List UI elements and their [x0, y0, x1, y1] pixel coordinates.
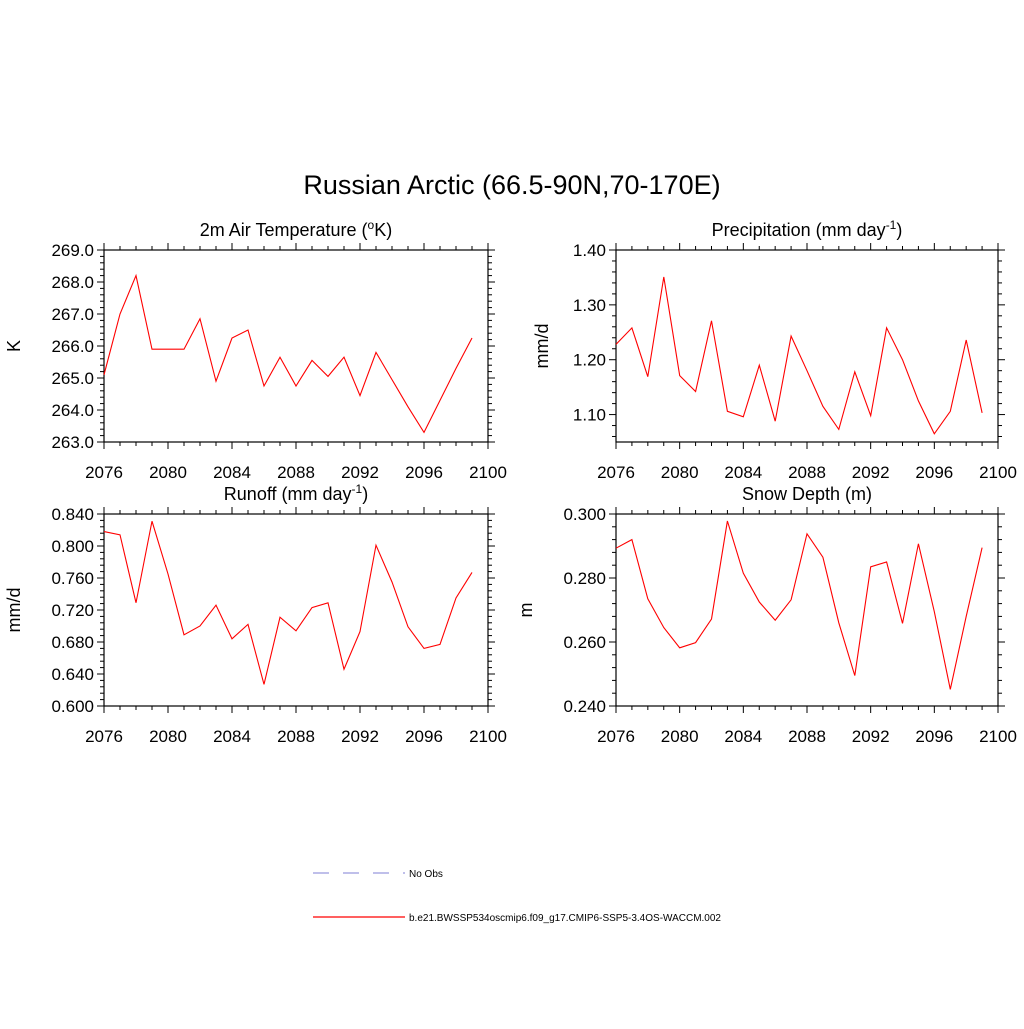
x-tick-label: 2092 — [852, 727, 890, 746]
y-tick-label: 0.280 — [563, 569, 606, 588]
y-tick-label: 263.0 — [51, 433, 94, 452]
y-tick-label: 1.10 — [573, 406, 606, 425]
chart-title-runoff: Runoff (mm day-1) — [224, 482, 368, 504]
y-tick-label: 265.0 — [51, 369, 94, 388]
chart-title-temp: 2m Air Temperature (oK) — [200, 218, 392, 240]
y-tick-label: 0.720 — [51, 601, 94, 620]
x-tick-label: 2096 — [405, 727, 443, 746]
x-tick-label: 2088 — [788, 727, 826, 746]
x-tick-label: 2092 — [341, 463, 379, 482]
series-line-temp — [103, 273, 473, 434]
x-tick-label: 2084 — [213, 463, 251, 482]
y-tick-label: 269.0 — [51, 241, 94, 260]
y-tick-label: 0.260 — [563, 633, 606, 652]
x-tick-label: 2100 — [469, 463, 507, 482]
x-tick-label: 2100 — [469, 727, 507, 746]
y-tick-label: 1.40 — [573, 241, 606, 260]
y-tick-label: 1.30 — [573, 296, 606, 315]
x-tick-label: 2076 — [597, 463, 635, 482]
x-tick-label: 2084 — [724, 463, 762, 482]
x-tick-label: 2076 — [85, 727, 123, 746]
x-tick-label: 2100 — [979, 463, 1017, 482]
x-tick-label: 2088 — [277, 463, 315, 482]
legend: No Obs b.e21.BWSSP534oscmip6.f09_g17.CMI… — [313, 869, 721, 924]
series-line-snow — [615, 520, 983, 690]
chart-title-precip: Precipitation (mm day-1) — [712, 218, 903, 240]
x-tick-label: 2096 — [915, 727, 953, 746]
y-axis-label: m — [516, 603, 536, 618]
series-line-runoff — [103, 521, 473, 685]
x-tick-label: 2088 — [277, 727, 315, 746]
y-tick-label: 266.0 — [51, 337, 94, 356]
x-tick-label: 2092 — [852, 463, 890, 482]
legend-obs-label: No Obs — [409, 869, 443, 880]
y-tick-label: 0.840 — [51, 505, 94, 524]
y-tick-label: 0.680 — [51, 633, 94, 652]
y-tick-label: 0.640 — [51, 665, 94, 684]
y-tick-label: 264.0 — [51, 401, 94, 420]
x-tick-label: 2080 — [661, 727, 699, 746]
y-tick-label: 1.20 — [573, 351, 606, 370]
x-tick-label: 2096 — [405, 463, 443, 482]
chart-panel-precip: Precipitation (mm day-1) 2076 2080 2084 2088… — [532, 218, 1017, 482]
chart-panel-snow: Snow Depth (m) 2076 2080 2084 2088 2092 2096 21… — [516, 484, 1017, 746]
chart-title-snow: Snow Depth (m) — [742, 484, 872, 504]
y-axis-label: K — [4, 340, 24, 352]
x-tick-label: 2076 — [85, 463, 123, 482]
y-tick-label: 0.800 — [51, 537, 94, 556]
chart-panel-runoff: Runoff (mm day-1) 2076 2080 2084 2088 2092 209… — [4, 482, 507, 746]
x-tick-label: 2080 — [149, 727, 187, 746]
x-tick-label: 2100 — [979, 727, 1017, 746]
x-tick-label: 2080 — [149, 463, 187, 482]
y-tick-label: 267.0 — [51, 305, 94, 324]
chart-panel-temp: 2m Air Temperature (oK) 2076 2080 2084 2088 2… — [4, 218, 507, 482]
series-line-precip — [615, 276, 983, 435]
y-tick-label: 0.240 — [563, 697, 606, 716]
y-tick-label: 0.600 — [51, 697, 94, 716]
legend-model-label: b.e21.BWSSP534oscmip6.f09_g17.CMIP6-SSP5… — [409, 913, 721, 924]
y-tick-label: 0.760 — [51, 569, 94, 588]
y-axis-label: mm/d — [4, 588, 24, 633]
x-tick-label: 2084 — [724, 727, 762, 746]
x-tick-label: 2096 — [915, 463, 953, 482]
x-tick-label: 2088 — [788, 463, 826, 482]
x-tick-label: 2084 — [213, 727, 251, 746]
x-tick-label: 2076 — [597, 727, 635, 746]
x-tick-label: 2092 — [341, 727, 379, 746]
panels: 2m Air Temperature (oK) 2076 2080 2084 2088 2… — [4, 218, 1017, 746]
figure-title: Russian Arctic (66.5-90N,70-170E) — [303, 170, 720, 200]
y-axis-label: mm/d — [532, 324, 552, 369]
y-tick-label: 268.0 — [51, 273, 94, 292]
x-tick-label: 2080 — [661, 463, 699, 482]
y-tick-label: 0.300 — [563, 505, 606, 524]
